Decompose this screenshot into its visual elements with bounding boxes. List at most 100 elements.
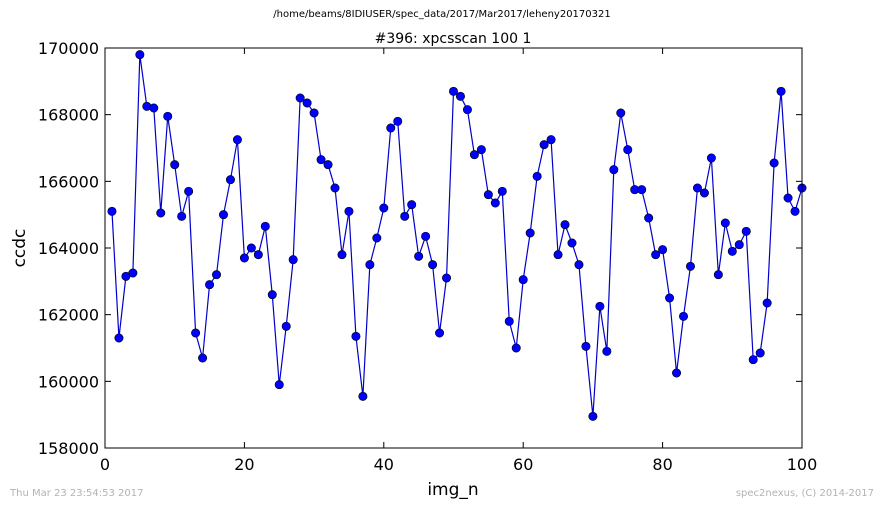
- data-point: [156, 208, 166, 218]
- x-tick-label: 60: [513, 455, 533, 474]
- x-tick-label: 100: [787, 455, 818, 474]
- credit-footer: spec2nexus, (C) 2014-2017: [735, 488, 874, 499]
- data-point: [553, 250, 563, 260]
- data-point: [476, 145, 486, 155]
- data-point: [511, 343, 521, 353]
- data-point: [504, 316, 514, 326]
- data-point: [184, 186, 194, 196]
- file-path-header: /home/beams/8IDIUSER/spec_data/2017/Mar2…: [273, 9, 611, 20]
- x-tick-label: 40: [374, 455, 394, 474]
- data-point: [455, 91, 465, 101]
- data-point: [651, 250, 661, 260]
- data-point: [421, 231, 431, 241]
- data-point: [623, 145, 633, 155]
- series-line: [111, 54, 803, 417]
- data-point: [135, 50, 145, 60]
- data-point: [497, 186, 507, 196]
- data-point: [253, 250, 263, 260]
- data-point: [685, 261, 695, 271]
- data-point: [609, 165, 619, 175]
- data-point: [281, 321, 291, 331]
- y-tick-label: 166000: [38, 172, 99, 191]
- data-point: [393, 116, 403, 126]
- data-point: [560, 220, 570, 230]
- data-point: [469, 150, 479, 160]
- data-point: [518, 275, 528, 285]
- data-point: [428, 260, 438, 270]
- data-point: [748, 355, 758, 365]
- data-point: [309, 108, 319, 118]
- data-point: [330, 183, 340, 193]
- data-point: [316, 155, 326, 165]
- data-point: [274, 380, 284, 390]
- data-point: [365, 260, 375, 270]
- data-point: [665, 293, 675, 303]
- data-point: [616, 108, 626, 118]
- data-point: [679, 311, 689, 321]
- data-point: [302, 98, 312, 108]
- data-point: [602, 346, 612, 356]
- data-point: [741, 226, 751, 236]
- y-tick-label: 164000: [38, 239, 99, 258]
- data-point: [205, 280, 215, 290]
- x-tick-label: 0: [100, 455, 110, 474]
- data-point: [783, 193, 793, 203]
- data-point: [107, 206, 117, 216]
- data-point: [344, 206, 354, 216]
- data-point: [337, 250, 347, 260]
- chart-title: #396: xpcsscan 100 1: [375, 31, 532, 47]
- data-point: [372, 233, 382, 243]
- y-tick-label: 158000: [38, 439, 99, 458]
- data-point: [483, 190, 493, 200]
- data-point: [149, 103, 159, 113]
- data-point: [581, 341, 591, 351]
- data-point: [448, 86, 458, 96]
- data-point: [567, 238, 577, 248]
- data-point: [546, 135, 556, 145]
- data-point: [379, 203, 389, 213]
- data-point: [128, 268, 138, 278]
- data-point: [163, 111, 173, 121]
- data-point: [720, 218, 730, 228]
- data-point: [699, 188, 709, 198]
- data-point: [490, 198, 500, 208]
- y-axis-label: ccdc: [10, 229, 30, 268]
- axes-frame: [104, 47, 803, 449]
- x-tick-label: 80: [652, 455, 672, 474]
- data-point: [658, 245, 668, 255]
- data-point: [435, 328, 445, 338]
- data-point: [672, 368, 682, 378]
- data-point: [644, 213, 654, 223]
- data-point: [400, 211, 410, 221]
- data-point: [727, 246, 737, 256]
- x-tick-label: 20: [234, 455, 254, 474]
- data-point: [246, 243, 256, 253]
- data-point: [239, 253, 249, 263]
- x-axis-label: img_n: [427, 480, 478, 500]
- data-point: [232, 135, 242, 145]
- data-point: [539, 140, 549, 150]
- data-point: [218, 210, 228, 220]
- y-tick-label: 162000: [38, 306, 99, 325]
- data-point: [295, 93, 305, 103]
- data-point: [198, 353, 208, 363]
- data-point: [637, 185, 647, 195]
- data-point: [755, 348, 765, 358]
- data-point: [212, 270, 222, 280]
- data-point: [177, 211, 187, 221]
- data-point: [288, 255, 298, 265]
- data-point: [358, 391, 368, 401]
- data-point: [734, 240, 744, 250]
- timestamp-footer: Thu Mar 23 23:54:53 2017: [10, 488, 144, 499]
- y-tick-label: 160000: [38, 372, 99, 391]
- data-point: [414, 251, 424, 261]
- data-point: [532, 171, 542, 181]
- data-point: [462, 105, 472, 115]
- data-point: [442, 273, 452, 283]
- data-point: [351, 331, 361, 341]
- data-point: [706, 153, 716, 163]
- data-point: [790, 206, 800, 216]
- data-point: [588, 411, 598, 421]
- plot-area: 0 20 40 60 80 100 158000 160000 162000 164000 1660…: [38, 39, 817, 474]
